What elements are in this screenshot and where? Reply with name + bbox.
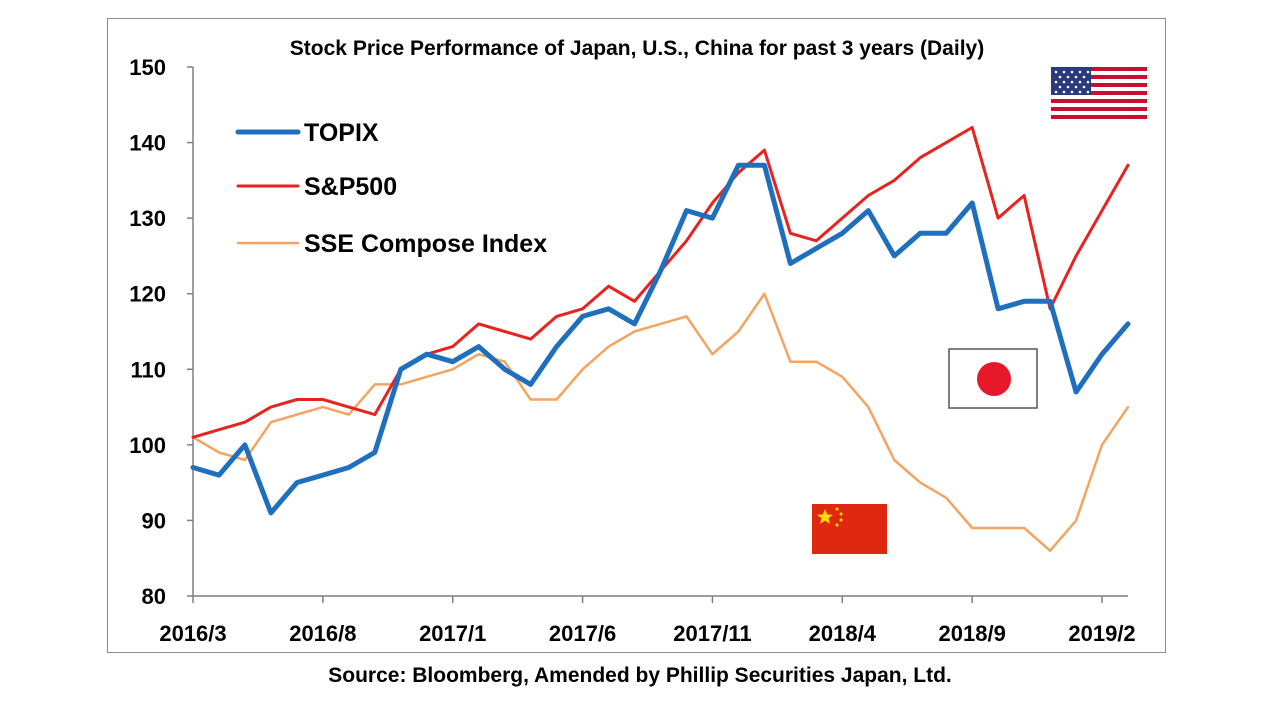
legend: TOPIX S&P500 SSE Compose Index — [235, 119, 547, 258]
chart-frame: Stock Price Performance of Japan, U.S., … — [107, 18, 1166, 653]
x-tick-label: 2016/3 — [159, 621, 226, 646]
legend-label: SSE Compose Index — [304, 230, 547, 258]
y-tick-label: 120 — [129, 282, 166, 307]
flags — [812, 67, 1147, 554]
y-tick-label: 110 — [131, 357, 167, 382]
series-line-topix — [190, 162, 1131, 516]
x-tick-label: 2018/4 — [809, 621, 877, 646]
y-tick-label: 140 — [129, 131, 166, 156]
legend-label: TOPIX — [304, 119, 379, 147]
series-lines — [190, 126, 1131, 552]
china-flag — [812, 504, 887, 554]
x-tick-label: 2019/2 — [1068, 621, 1135, 646]
y-tick-label: 100 — [129, 433, 166, 458]
axes: Stock Price Performance of Japan, U.S., … — [129, 37, 1135, 646]
legend-label: S&P500 — [304, 173, 397, 201]
japan-flag — [948, 348, 1038, 409]
x-tick-label: 2017/11 — [673, 621, 751, 646]
chart-title: Stock Price Performance of Japan, U.S., … — [290, 37, 984, 60]
x-tick-label: 2017/6 — [549, 621, 616, 646]
x-tick-label: 2018/9 — [939, 621, 1006, 646]
series-line-sse-compose-index — [191, 292, 1130, 552]
x-tick-label: 2016/8 — [289, 621, 356, 646]
x-tick-label: 2017/1 — [419, 621, 486, 646]
y-tick-label: 80 — [142, 584, 166, 609]
chart-svg: Stock Price Performance of Japan, U.S., … — [129, 37, 1147, 646]
y-tick-label: 150 — [129, 55, 166, 80]
us-flag — [1051, 67, 1147, 119]
y-tick-label: 90 — [142, 508, 166, 533]
source-note: Source: Bloomberg, Amended by Phillip Se… — [328, 664, 952, 687]
y-tick-label: 130 — [129, 206, 166, 231]
